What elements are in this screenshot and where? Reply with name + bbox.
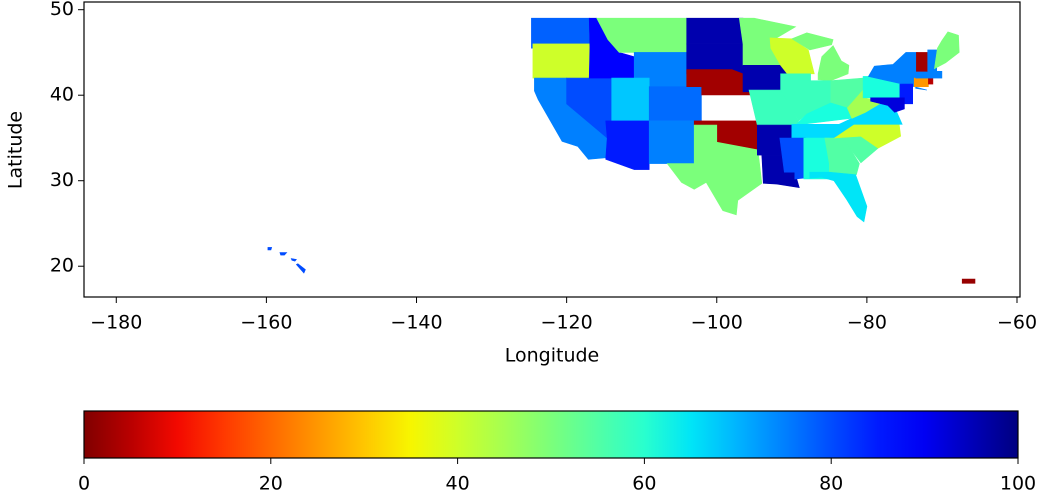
region (913, 77, 929, 87)
region (794, 102, 853, 126)
colorbar-tick-label: 60 (632, 473, 656, 495)
y-tick-label: 30 (50, 169, 74, 191)
plot-frame (83, 1, 1021, 298)
region (809, 171, 868, 223)
x-tick-label: −140 (390, 312, 442, 334)
region (961, 278, 976, 284)
x-axis-label: Longitude (505, 345, 600, 367)
region (611, 77, 650, 122)
colorbar (83, 410, 1019, 459)
region (605, 120, 650, 170)
region (532, 43, 594, 79)
region (915, 71, 943, 79)
x-tick-label: −80 (847, 312, 887, 334)
y-tick-label: 40 (50, 84, 74, 106)
map (267, 17, 976, 284)
x-tick-label: −100 (691, 312, 743, 334)
region (780, 73, 811, 122)
colorbar-tick-label: 100 (1000, 473, 1036, 495)
region (701, 95, 758, 121)
region (648, 120, 695, 164)
x-tick-label: −160 (240, 312, 292, 334)
y-tick-label: 50 (50, 0, 74, 20)
x-tick-label: −60 (997, 312, 1037, 334)
colorbar-tick-label: 40 (446, 473, 470, 495)
region (927, 49, 937, 72)
colorbar-tick-label: 20 (259, 473, 283, 495)
region (267, 247, 306, 274)
region (928, 77, 934, 85)
region (666, 124, 763, 216)
region (934, 31, 960, 70)
colorbar-tick-label: 0 (78, 473, 90, 495)
region (791, 32, 850, 82)
region (648, 86, 702, 122)
region (916, 52, 928, 72)
colorbar-tick-label: 80 (819, 473, 843, 495)
x-tick-label: −120 (541, 312, 593, 334)
x-tick-label: −180 (90, 312, 142, 334)
y-tick-label: 20 (50, 255, 74, 277)
region (870, 97, 905, 113)
region (686, 17, 744, 45)
y-axis-label: Latitude (5, 111, 27, 189)
